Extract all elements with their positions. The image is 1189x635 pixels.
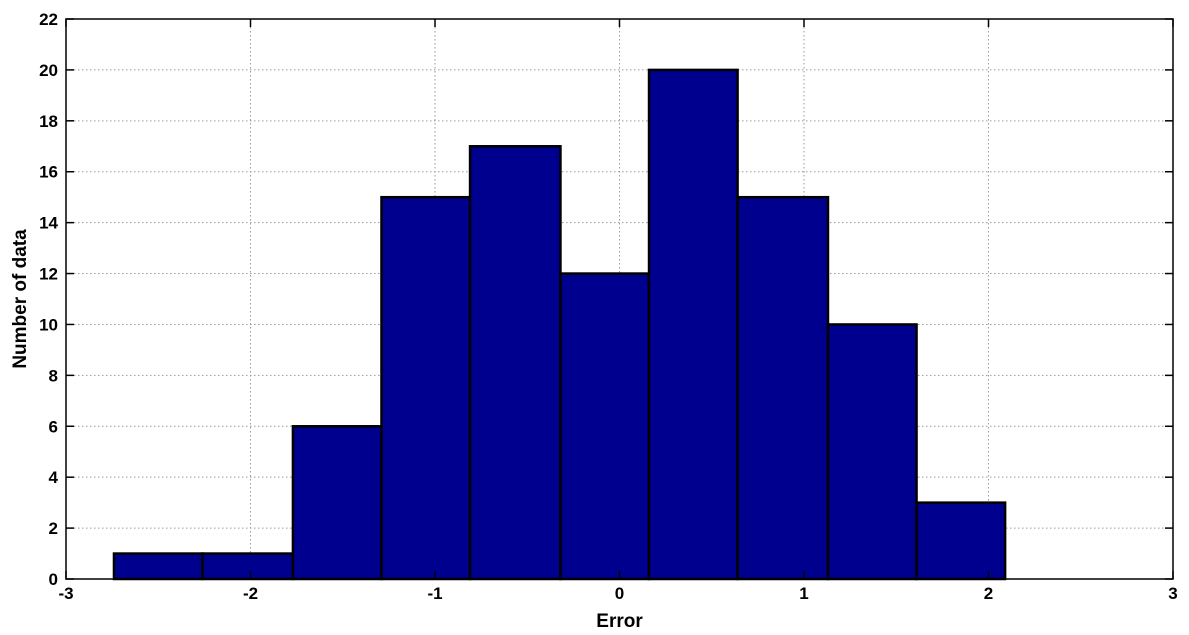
histogram-bar xyxy=(559,272,651,581)
histogram-bar xyxy=(201,552,295,581)
histogram-bar xyxy=(736,195,830,581)
y-tick-label: 22 xyxy=(39,10,58,29)
x-tick-label: -2 xyxy=(243,584,258,603)
histogram-bar xyxy=(826,323,918,581)
y-tick-label: 6 xyxy=(49,417,58,436)
y-tick-label: 16 xyxy=(39,163,58,182)
y-tick-label: 4 xyxy=(49,468,59,487)
y-tick-label: 0 xyxy=(49,570,58,589)
y-tick-label: 2 xyxy=(49,519,58,538)
histogram-bar xyxy=(112,552,204,581)
x-tick-labels: -3 -2 -1 0 1 2 3 xyxy=(58,584,1177,603)
x-tick-label: -1 xyxy=(427,584,442,603)
x-tick-label: -3 xyxy=(58,584,73,603)
x-axis-label: Error xyxy=(596,611,643,632)
histogram-bar xyxy=(915,501,1007,581)
axis-ticks xyxy=(65,18,1174,580)
x-tick-label: 2 xyxy=(984,584,993,603)
x-tick-label: 3 xyxy=(1168,584,1177,603)
y-tick-label: 18 xyxy=(39,112,58,131)
histogram-bars xyxy=(112,68,1007,581)
y-tick-label: 10 xyxy=(39,315,58,334)
x-tick-label: 1 xyxy=(799,584,808,603)
y-tick-label: 8 xyxy=(49,366,58,385)
histogram-bar xyxy=(380,195,472,581)
x-tick-label: 0 xyxy=(615,584,624,603)
histogram-bar xyxy=(291,425,383,581)
y-tick-label: 12 xyxy=(39,265,58,284)
y-tick-label: 14 xyxy=(39,214,58,233)
y-axis-label: Number of data xyxy=(10,229,31,369)
histogram-bar xyxy=(468,145,562,581)
histogram-bar xyxy=(647,68,739,581)
y-tick-label: 20 xyxy=(39,61,58,80)
y-tick-labels: 0 2 4 6 8 10 12 14 16 18 20 22 xyxy=(39,10,58,589)
